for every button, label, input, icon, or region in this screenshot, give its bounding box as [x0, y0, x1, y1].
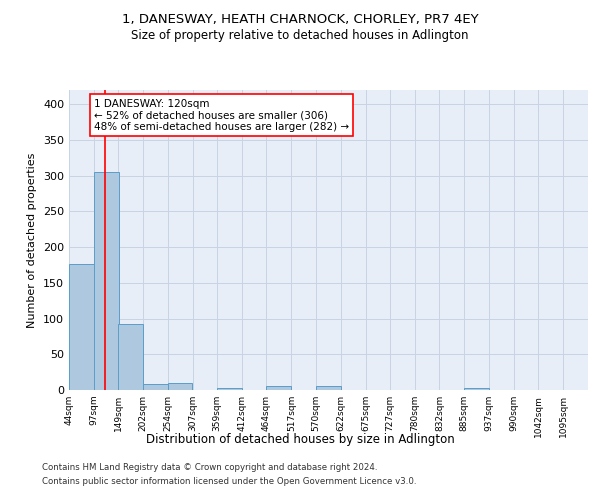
Bar [266, 386, 291, 390]
Bar [168, 383, 193, 390]
Text: Contains HM Land Registry data © Crown copyright and database right 2024.: Contains HM Land Registry data © Crown c… [42, 464, 377, 472]
Bar [217, 388, 242, 390]
Bar [94, 172, 119, 390]
Text: Contains public sector information licensed under the Open Government Licence v3: Contains public sector information licen… [42, 477, 416, 486]
Bar [118, 324, 143, 390]
Text: Size of property relative to detached houses in Adlington: Size of property relative to detached ho… [131, 29, 469, 42]
Bar [143, 384, 168, 390]
Text: 1, DANESWAY, HEATH CHARNOCK, CHORLEY, PR7 4EY: 1, DANESWAY, HEATH CHARNOCK, CHORLEY, PR… [122, 12, 478, 26]
Y-axis label: Number of detached properties: Number of detached properties [28, 152, 37, 328]
Text: Distribution of detached houses by size in Adlington: Distribution of detached houses by size … [146, 432, 454, 446]
Bar [316, 386, 341, 390]
Bar [464, 388, 489, 390]
Bar [69, 264, 94, 390]
Text: 1 DANESWAY: 120sqm
← 52% of detached houses are smaller (306)
48% of semi-detach: 1 DANESWAY: 120sqm ← 52% of detached hou… [94, 98, 349, 132]
